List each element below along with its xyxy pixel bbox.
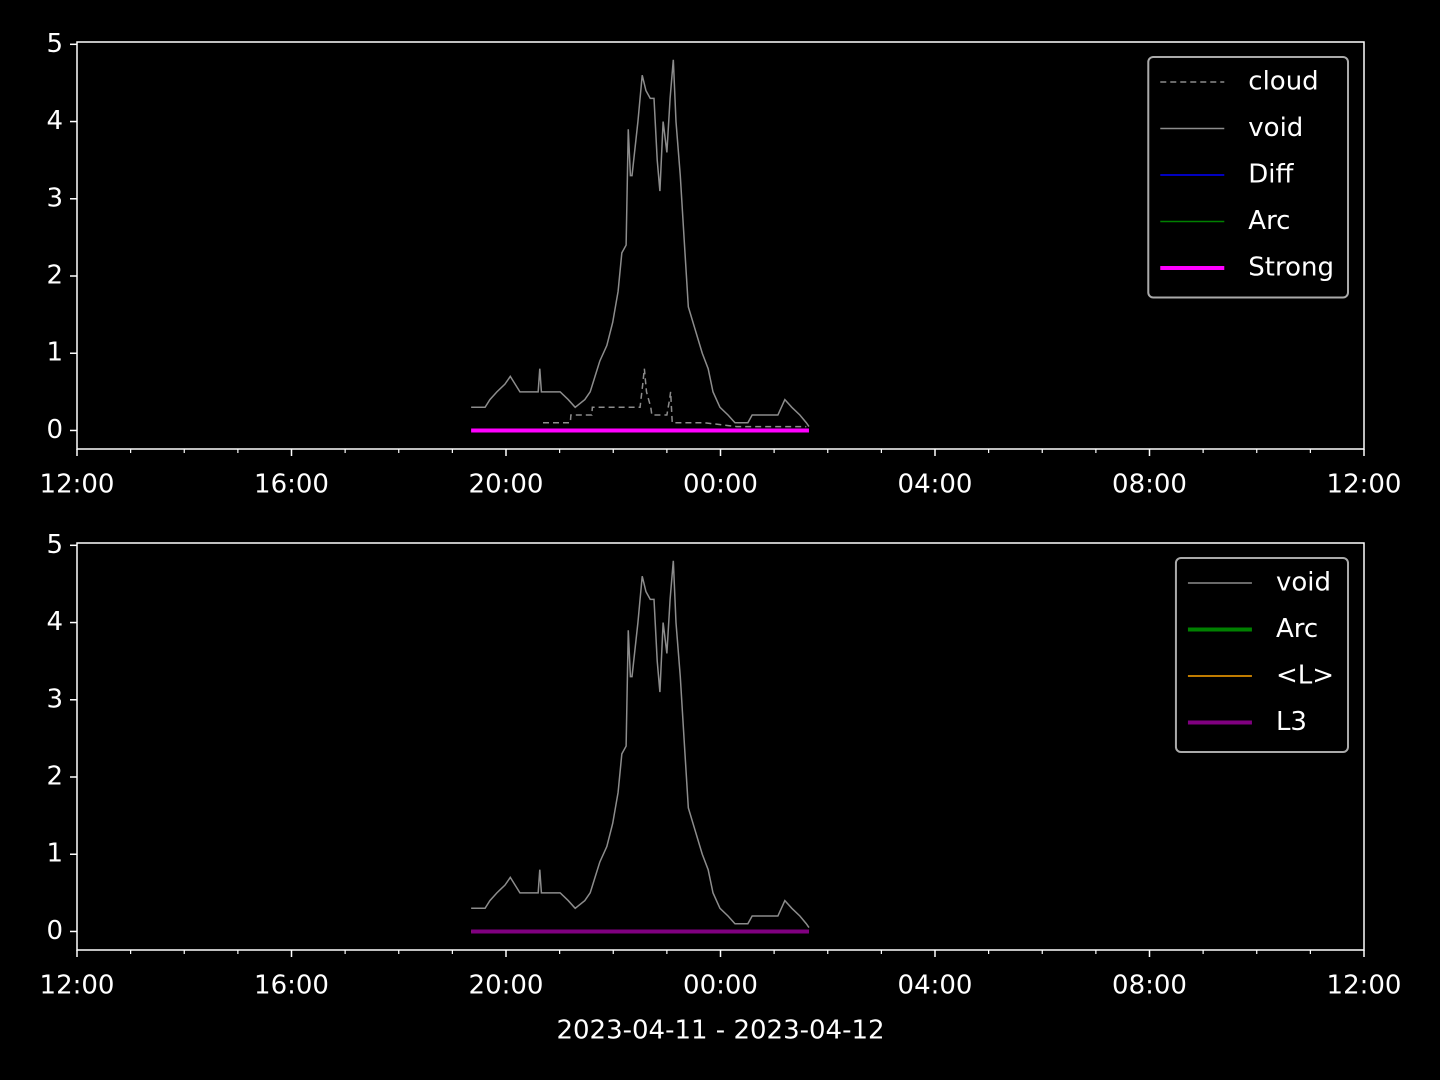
legend-label: <L>	[1276, 661, 1334, 691]
x-tick-label: 00:00	[683, 971, 758, 1001]
axes-frame	[76, 41, 1365, 450]
legend: cloud void Diff Arc Strong	[1147, 56, 1349, 299]
legend-label: L3	[1276, 707, 1307, 737]
x-tick-label: 08:00	[1112, 470, 1187, 500]
x-tick-label: 12:00	[40, 971, 115, 1001]
legend-label: cloud	[1248, 67, 1318, 97]
x-tick-label: 04:00	[898, 470, 973, 500]
y-tick-label: 4	[46, 106, 63, 136]
plot-area	[471, 560, 810, 934]
legend-label: void	[1248, 113, 1303, 143]
y-tick-label: 5	[46, 29, 63, 59]
legend: void Arc <L> L3	[1174, 557, 1349, 753]
x-tick-label: 20:00	[469, 470, 544, 500]
y-tick-label: 5	[46, 530, 63, 560]
series-line	[471, 560, 810, 929]
legend-label: Strong	[1248, 253, 1334, 283]
y-tick-label: 3	[46, 183, 63, 213]
legend-label: Arc	[1276, 614, 1318, 644]
x-tick-label: 16:00	[254, 971, 329, 1001]
y-tick-label: 1	[46, 839, 63, 869]
x-tick-label: 08:00	[1112, 971, 1187, 1001]
legend-box	[1147, 56, 1349, 299]
x-axis-label: 2023-04-11 - 2023-04-12	[556, 1016, 884, 1046]
y-tick-label: 4	[46, 607, 63, 637]
y-tick-label: 3	[46, 684, 63, 714]
y-tick-label: 1	[46, 338, 63, 368]
series-line	[543, 368, 807, 428]
x-tick-label: 20:00	[469, 971, 544, 1001]
legend-label: Diff	[1248, 160, 1294, 190]
x-tick-label: 04:00	[898, 971, 973, 1001]
y-tick-label: 0	[46, 415, 63, 445]
axes-frame	[76, 542, 1365, 951]
y-tick-label: 2	[46, 762, 63, 792]
x-tick-label: 12:00	[1327, 971, 1402, 1001]
y-tick-label: 0	[46, 916, 63, 946]
x-tick-label: 16:00	[254, 470, 329, 500]
x-tick-label: 12:00	[1327, 470, 1402, 500]
x-tick-label: 12:00	[40, 470, 115, 500]
y-tick-label: 2	[46, 261, 63, 291]
legend-box	[1174, 557, 1349, 753]
series-line	[471, 59, 810, 428]
x-tick-label: 00:00	[683, 470, 758, 500]
plot-area	[471, 59, 810, 433]
legend-label: void	[1276, 568, 1331, 598]
legend-label: Arc	[1248, 206, 1290, 236]
